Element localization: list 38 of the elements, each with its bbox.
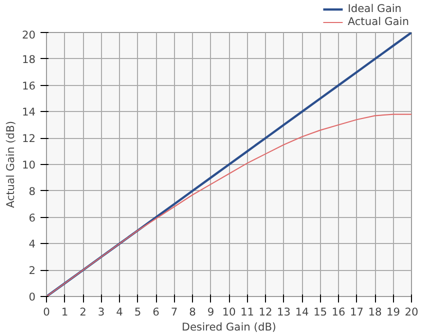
x-tick-label: 0 [43, 306, 50, 318]
x-tick-label: 16 [332, 306, 346, 318]
y-tick-label: 6 [28, 211, 36, 224]
x-tick-label: 8 [189, 306, 196, 318]
x-tick-label: 19 [386, 306, 400, 318]
y-tick-label: 4 [28, 238, 36, 251]
x-tick-label: 9 [207, 306, 214, 318]
line-series [46, 114, 412, 296]
x-tick-label: 12 [258, 306, 272, 318]
x-tick-label: 2 [80, 306, 86, 318]
x-tick-label: 14 [295, 306, 309, 318]
x-tick-label: 20 [404, 306, 418, 318]
y-tick-label: 10 [22, 158, 36, 172]
x-tick-label: 5 [134, 306, 142, 318]
y-tick-label: 2 [28, 264, 36, 278]
x-tick-label: 15 [313, 306, 328, 318]
line-series [46, 32, 412, 296]
x-tick-label: 11 [240, 306, 254, 318]
x-tick-label: 6 [152, 306, 160, 318]
x-tick-label: 1 [61, 306, 68, 318]
x-axis-title: Desired Gain (dB) [182, 320, 276, 334]
y-tick-label: 14 [22, 106, 36, 119]
y-tick-label: 18 [22, 52, 36, 66]
y-tick-label: 0 [28, 290, 36, 304]
x-tick-label: 3 [98, 306, 105, 318]
x-tick-label: 7 [170, 306, 178, 318]
legend-label: Actual Gain [348, 15, 409, 28]
x-tick-label: 13 [276, 306, 291, 318]
x-tick-label: 17 [350, 306, 364, 318]
y-axis-title: Actual Gain (dB) [4, 120, 17, 208]
legend-label: Ideal Gain [348, 2, 402, 15]
y-tick-label: 20 [22, 28, 36, 42]
x-tick-label: 4 [116, 306, 124, 318]
y-tick-label: 12 [22, 132, 36, 146]
y-tick-label: 8 [28, 184, 36, 198]
x-tick-label: 18 [368, 306, 382, 318]
x-tick-label: 10 [222, 306, 236, 318]
y-tick-label: 16 [22, 79, 36, 92]
